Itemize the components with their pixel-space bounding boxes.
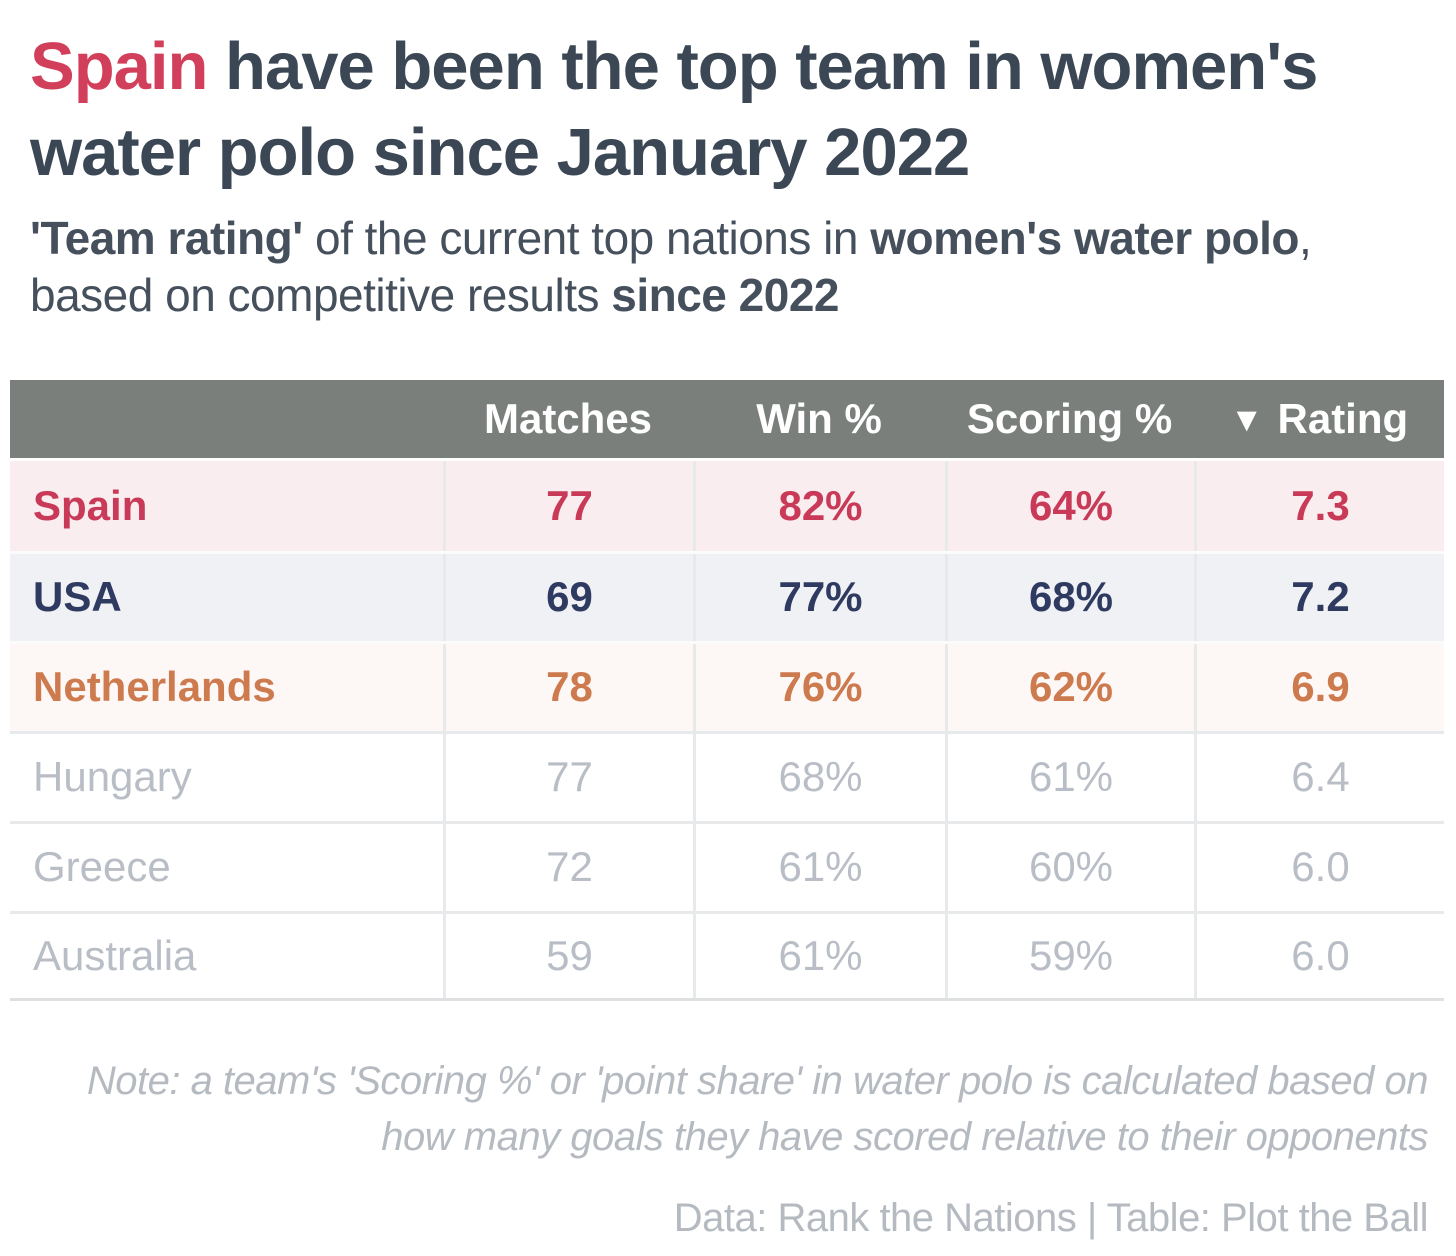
table-row: Netherlands 78 76% 62% 6.9 (10, 640, 1444, 731)
page-title: Spain have been the top team in women's … (30, 24, 1430, 196)
matches-cell: 69 (443, 553, 693, 641)
header-matches-cell: Matches (483, 394, 653, 442)
team-cell: Spain (33, 481, 148, 529)
table-row: Hungary 77 68% 61% 6.4 (10, 730, 1444, 821)
footnote-line-1: Note: a team's 'Scoring %' or 'point sha… (86, 1058, 1429, 1103)
page-subtitle: 'Team rating' of the current top nations… (30, 210, 1430, 324)
win-pct-cell: 61% (693, 823, 945, 911)
table-header-row: Matches Win % Scoring % ▼ Rating (10, 379, 1444, 461)
scoring-pct-cell: 59% (945, 913, 1194, 998)
title-accent-team: Spain (30, 29, 208, 104)
infographic-page: Spain have been the top team in women's … (0, 24, 1456, 1256)
subtitle-segment: of the current top nations in (302, 211, 871, 264)
table-row: Greece 72 61% 60% 6.0 (10, 820, 1444, 911)
title-rest: have been the top team in women's water … (30, 29, 1318, 190)
rating-cell: 7.2 (1194, 553, 1444, 641)
win-pct-cell: 76% (693, 643, 945, 731)
rating-cell: 6.9 (1194, 643, 1444, 731)
scoring-pct-cell: 61% (945, 733, 1194, 821)
subtitle-segment: 'Team rating' (30, 211, 303, 264)
header-rating-label: Rating (1277, 394, 1409, 442)
matches-cell: 72 (443, 823, 693, 911)
matches-cell: 77 (443, 733, 693, 821)
win-pct-cell: 82% (693, 460, 945, 551)
footnote-line-2: how many goals they have scored relative… (381, 1115, 1428, 1160)
ratings-table: Matches Win % Scoring % ▼ Rating Spain 77… (10, 379, 1444, 1001)
subtitle-segment: , based on competitive results (30, 211, 1312, 321)
win-pct-cell: 77% (693, 553, 945, 641)
win-pct-cell: 61% (693, 913, 945, 998)
scoring-pct-cell: 68% (945, 553, 1194, 641)
rating-cell: 7.3 (1194, 460, 1444, 551)
matches-cell: 59 (443, 913, 693, 998)
footnote: Note: a team's 'Scoring %' or 'point sha… (0, 1053, 1429, 1167)
team-cell: Netherlands (33, 663, 276, 711)
subtitle-segment: women's water polo (870, 211, 1300, 264)
team-cell: USA (33, 573, 122, 621)
scoring-pct-cell: 62% (945, 643, 1194, 731)
scoring-pct-cell: 60% (945, 823, 1194, 911)
subtitle-segment: since 2022 (611, 268, 840, 321)
sort-descending-icon: ▼ (1229, 400, 1264, 439)
source-credit: Data: Rank the Nations | Table: Plot the… (673, 1196, 1429, 1241)
matches-cell: 78 (443, 643, 693, 731)
win-pct-cell: 68% (693, 733, 945, 821)
header-win-pct-cell: Win % (756, 394, 882, 442)
header-scoring-pct-cell: Scoring % (966, 394, 1173, 442)
team-cell: Hungary (33, 753, 192, 801)
rating-cell: 6.0 (1194, 913, 1444, 998)
team-cell: Australia (33, 931, 197, 979)
table-row: USA 69 77% 68% 7.2 (10, 550, 1444, 641)
team-cell: Greece (33, 843, 171, 891)
scoring-pct-cell: 64% (945, 460, 1194, 551)
matches-cell: 77 (443, 460, 693, 551)
table-row: Spain 77 82% 64% 7.3 (10, 460, 1444, 551)
table-row: Australia 59 61% 59% 6.0 (10, 910, 1444, 1001)
rating-cell: 6.0 (1194, 823, 1444, 911)
rating-cell: 6.4 (1194, 733, 1444, 821)
header-rating-cell: ▼ Rating (1194, 395, 1444, 443)
